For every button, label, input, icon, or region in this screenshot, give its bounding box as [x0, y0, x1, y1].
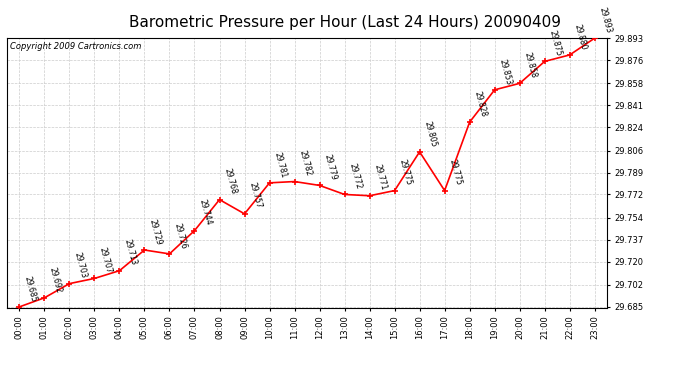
Text: Copyright 2009 Cartronics.com: Copyright 2009 Cartronics.com	[10, 42, 141, 51]
Text: 29.692: 29.692	[47, 266, 63, 294]
Text: 29.858: 29.858	[522, 51, 538, 79]
Text: 29.744: 29.744	[197, 198, 213, 226]
Text: 29.726: 29.726	[172, 222, 188, 250]
Text: 29.713: 29.713	[122, 238, 138, 267]
Text: 29.775: 29.775	[447, 158, 463, 186]
Text: 29.729: 29.729	[147, 218, 163, 246]
Text: 29.853: 29.853	[497, 58, 513, 86]
Text: 29.875: 29.875	[547, 29, 563, 57]
Text: 29.782: 29.782	[297, 150, 313, 177]
Text: 29.893: 29.893	[598, 6, 613, 34]
Text: 29.757: 29.757	[247, 182, 263, 210]
Text: 29.768: 29.768	[222, 168, 238, 195]
Text: 29.707: 29.707	[97, 246, 112, 274]
Text: Barometric Pressure per Hour (Last 24 Hours) 20090409: Barometric Pressure per Hour (Last 24 Ho…	[129, 15, 561, 30]
Text: 29.828: 29.828	[473, 90, 488, 118]
Text: 29.771: 29.771	[373, 164, 388, 192]
Text: 29.781: 29.781	[273, 151, 288, 178]
Text: 29.779: 29.779	[322, 153, 338, 181]
Text: 29.775: 29.775	[397, 158, 413, 186]
Text: 29.685: 29.685	[22, 275, 38, 303]
Text: 29.805: 29.805	[422, 120, 438, 148]
Text: 29.703: 29.703	[72, 251, 88, 279]
Text: 29.772: 29.772	[347, 162, 363, 190]
Text: 29.880: 29.880	[573, 23, 588, 51]
